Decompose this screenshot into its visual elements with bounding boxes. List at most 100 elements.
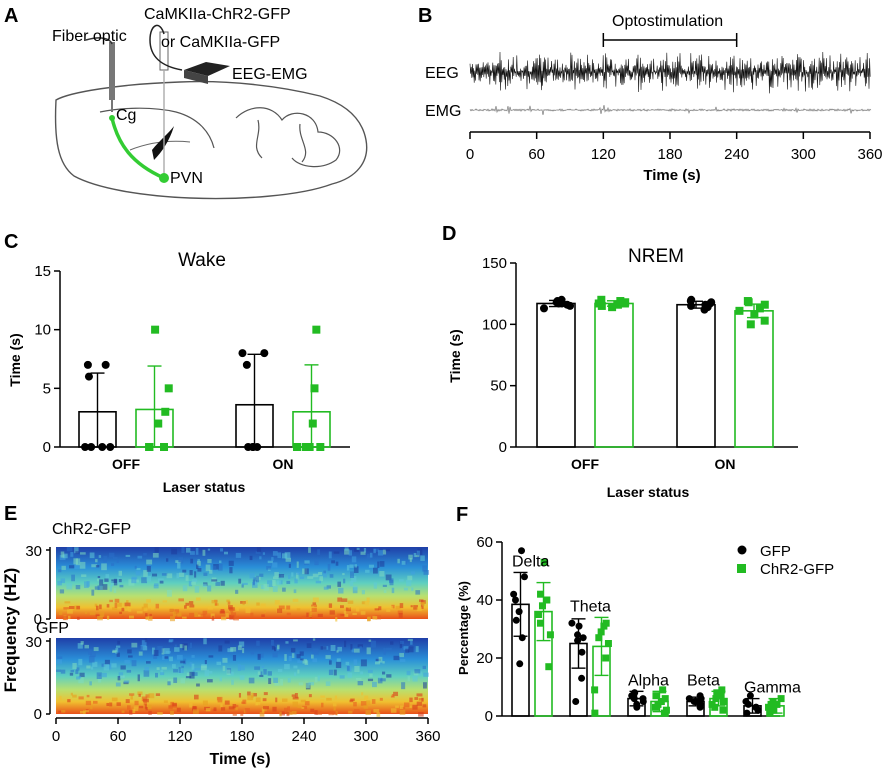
chartD-point-chr2 bbox=[608, 303, 617, 312]
spectrogram-cell bbox=[155, 672, 158, 678]
spectrogram-cell bbox=[186, 672, 191, 677]
eeg-trace bbox=[469, 51, 871, 94]
panel-b: B Optostimulation EEG EMG 0 60 120 180 240 30… bbox=[418, 5, 883, 184]
spectrogram-cell bbox=[272, 551, 278, 556]
spectrogram-cell bbox=[117, 676, 121, 681]
spectrogram-cell bbox=[70, 670, 75, 673]
spectrogram-cell bbox=[271, 640, 274, 646]
chartD-point-chr2 bbox=[743, 297, 752, 306]
e-x-tick-label: 240 bbox=[291, 728, 316, 745]
spectrogram-cell bbox=[159, 580, 164, 584]
spectrogram-cell bbox=[274, 572, 279, 577]
spectrogram-cell bbox=[260, 603, 266, 607]
spectrogram-cell bbox=[279, 711, 286, 716]
spectrogram-cell bbox=[180, 660, 186, 664]
spectrogram-cell bbox=[379, 571, 385, 577]
spectrogram-cell bbox=[179, 572, 185, 578]
spectrogram-cell bbox=[288, 574, 291, 579]
spectrogram-cell bbox=[124, 606, 130, 611]
spectrogram-cell bbox=[181, 665, 184, 669]
spectrogram-cell bbox=[204, 669, 210, 677]
spectrogram-cell bbox=[200, 665, 207, 671]
spectrogram-cell bbox=[274, 600, 280, 605]
spectrogram-cell bbox=[367, 678, 374, 682]
spectrogram-cell bbox=[134, 565, 137, 569]
spectrogram-cell bbox=[185, 575, 189, 581]
spectrogram-cell bbox=[321, 702, 324, 708]
chartF-point-chr2 bbox=[602, 654, 610, 662]
chartC-point-gfp bbox=[87, 443, 96, 451]
spectrogram-cell bbox=[85, 700, 92, 706]
spectrogram-cell bbox=[397, 558, 400, 564]
spectrogram-cell bbox=[382, 584, 387, 587]
spectrogram-cell bbox=[248, 677, 255, 684]
spectrogram-cell bbox=[78, 658, 83, 666]
spectrogram-cell bbox=[137, 674, 140, 682]
spectrogram-cell bbox=[351, 556, 357, 563]
chartD-point-chr2 bbox=[746, 320, 755, 329]
spectrogram-cell bbox=[75, 585, 81, 590]
spectrogram-cell bbox=[266, 566, 271, 570]
spectrogram-cell bbox=[249, 555, 253, 561]
pvn-label: PVN bbox=[170, 170, 203, 187]
spectrogram-cell bbox=[141, 606, 146, 610]
spectrogram-cell bbox=[360, 671, 363, 675]
spectrogram-cell bbox=[76, 676, 81, 680]
spectrogram-cell bbox=[416, 701, 423, 706]
spectrogram-cell bbox=[400, 646, 405, 654]
cg-label: Cg bbox=[116, 107, 136, 124]
spectrogram-cell bbox=[148, 710, 152, 715]
spectrogram-cell bbox=[193, 709, 199, 714]
spectrogram-cell bbox=[304, 568, 309, 575]
chartF-point-chr2 bbox=[604, 640, 612, 647]
chartF-point-gfp bbox=[568, 619, 576, 627]
chartF-point-gfp bbox=[515, 608, 523, 616]
spectrogram-cell bbox=[194, 586, 200, 593]
spectrogram-cell bbox=[314, 559, 319, 566]
spectrogram-cell bbox=[412, 704, 418, 710]
b-tick-label: 0 bbox=[466, 146, 474, 163]
chartF-category-label: Alpha bbox=[628, 672, 669, 689]
chartF-category-label: Theta bbox=[570, 598, 611, 615]
spectrogram-cell bbox=[423, 570, 430, 575]
spectrogram-cell bbox=[347, 672, 353, 678]
spectrogram-cell bbox=[88, 649, 92, 655]
spectrogram-cell bbox=[350, 644, 353, 650]
spectrogram-cell bbox=[189, 604, 195, 608]
panel-d-xlabel: Laser status bbox=[607, 484, 690, 500]
spectrogram-cell bbox=[131, 660, 137, 667]
chartF-y-tick-label: 0 bbox=[485, 708, 493, 725]
spectrogram-cell bbox=[172, 611, 177, 617]
spectrogram-cell bbox=[284, 654, 287, 661]
e-y-tick-label: 0 bbox=[34, 706, 42, 723]
spectrogram-cell bbox=[58, 610, 63, 615]
spectrogram-cell bbox=[189, 642, 193, 649]
eeg-label: EEG bbox=[425, 65, 459, 82]
spectrogram-cell bbox=[143, 607, 148, 612]
spectrogram-cell bbox=[345, 607, 352, 612]
spectrogram-cell bbox=[191, 672, 198, 676]
panel-d-ylabel: Time (s) bbox=[447, 329, 463, 382]
chartF-category-label: Beta bbox=[687, 672, 720, 689]
spectrogram-cell bbox=[416, 607, 422, 612]
spectrogram-cell bbox=[81, 574, 87, 577]
chartF-point-gfp bbox=[575, 622, 583, 630]
spectrogram-cell bbox=[259, 674, 264, 678]
spectrogram-cell bbox=[144, 666, 150, 672]
spectrogram-cell bbox=[338, 587, 344, 594]
spectrogram-cell bbox=[134, 700, 139, 706]
spectrogram-cell bbox=[167, 681, 171, 686]
spectrogram-cell bbox=[337, 646, 343, 652]
spectrogram-cell bbox=[125, 554, 131, 557]
spectrogram-cell bbox=[257, 671, 261, 675]
spectrogram-cell bbox=[364, 600, 370, 606]
chartD-y-tick-label: 0 bbox=[499, 439, 507, 456]
spectrogram-cell bbox=[164, 648, 170, 655]
spectrogram-cell bbox=[319, 576, 323, 582]
spectrogram-cell bbox=[375, 658, 382, 662]
spectrogram-cell bbox=[373, 567, 378, 574]
spectrogram-cell bbox=[292, 696, 299, 700]
spectrogram-cell bbox=[306, 682, 310, 689]
e-x-tick-label: 300 bbox=[353, 728, 378, 745]
spectrogram-cell bbox=[272, 562, 278, 568]
